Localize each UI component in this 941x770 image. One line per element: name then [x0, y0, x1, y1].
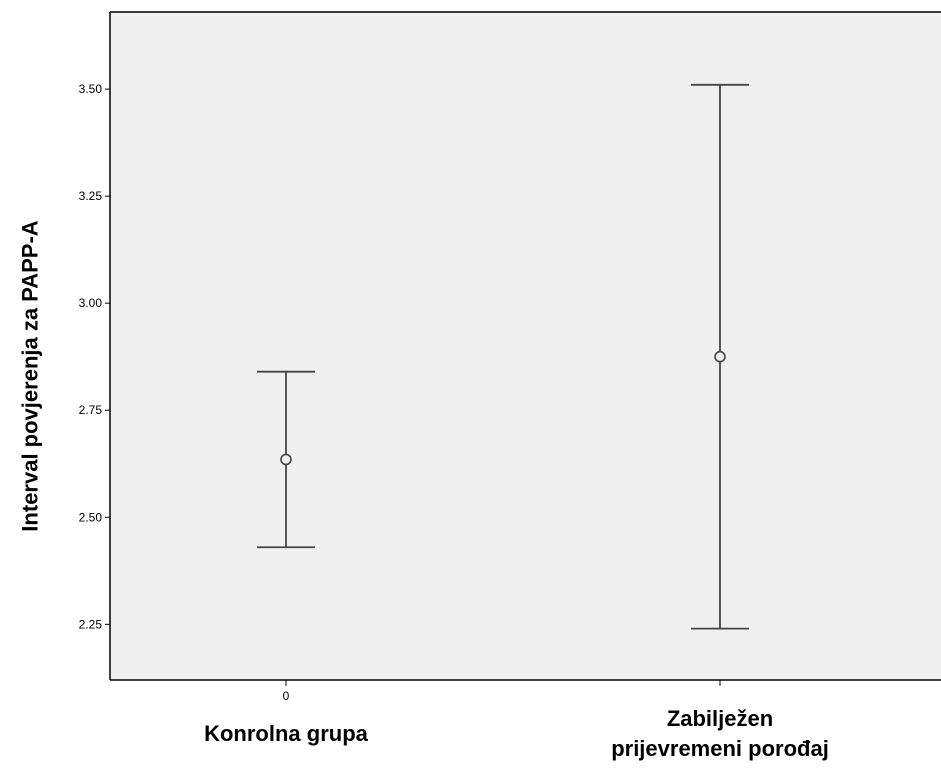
y-tick-label: 2.25 — [79, 617, 103, 631]
plot-frame — [109, 11, 941, 681]
category-label-line: Zabilježen — [667, 706, 773, 731]
error-bars — [257, 83, 749, 630]
plot-area — [110, 12, 941, 680]
category-label: Zabilježen prijevremeni porođaj — [611, 706, 829, 761]
y-axis-ticks: 2.25 2.50 2.75 3.00 3.25 3.50 — [79, 82, 110, 631]
y-tick-label: 2.50 — [79, 510, 103, 524]
y-axis-title: Interval povjerenja za PAPP-A — [18, 220, 43, 531]
category-labels: Konrolna grupa Zabilježen prijevremeni por… — [204, 706, 829, 761]
mean-marker — [280, 453, 292, 466]
y-tick-label: 3.00 — [79, 296, 103, 310]
y-tick-label: 2.75 — [79, 403, 103, 417]
category-label-line: Konrolna grupa — [204, 721, 369, 746]
x-axis-ticks: 0 — [283, 680, 721, 703]
x-tick-label: 0 — [283, 689, 290, 703]
category-label-line: prijevremeni porođaj — [611, 736, 829, 761]
y-tick-label: 3.50 — [79, 82, 103, 96]
category-label: Konrolna grupa — [204, 721, 369, 746]
mean-marker — [714, 350, 726, 363]
y-tick-label: 3.25 — [79, 189, 103, 203]
